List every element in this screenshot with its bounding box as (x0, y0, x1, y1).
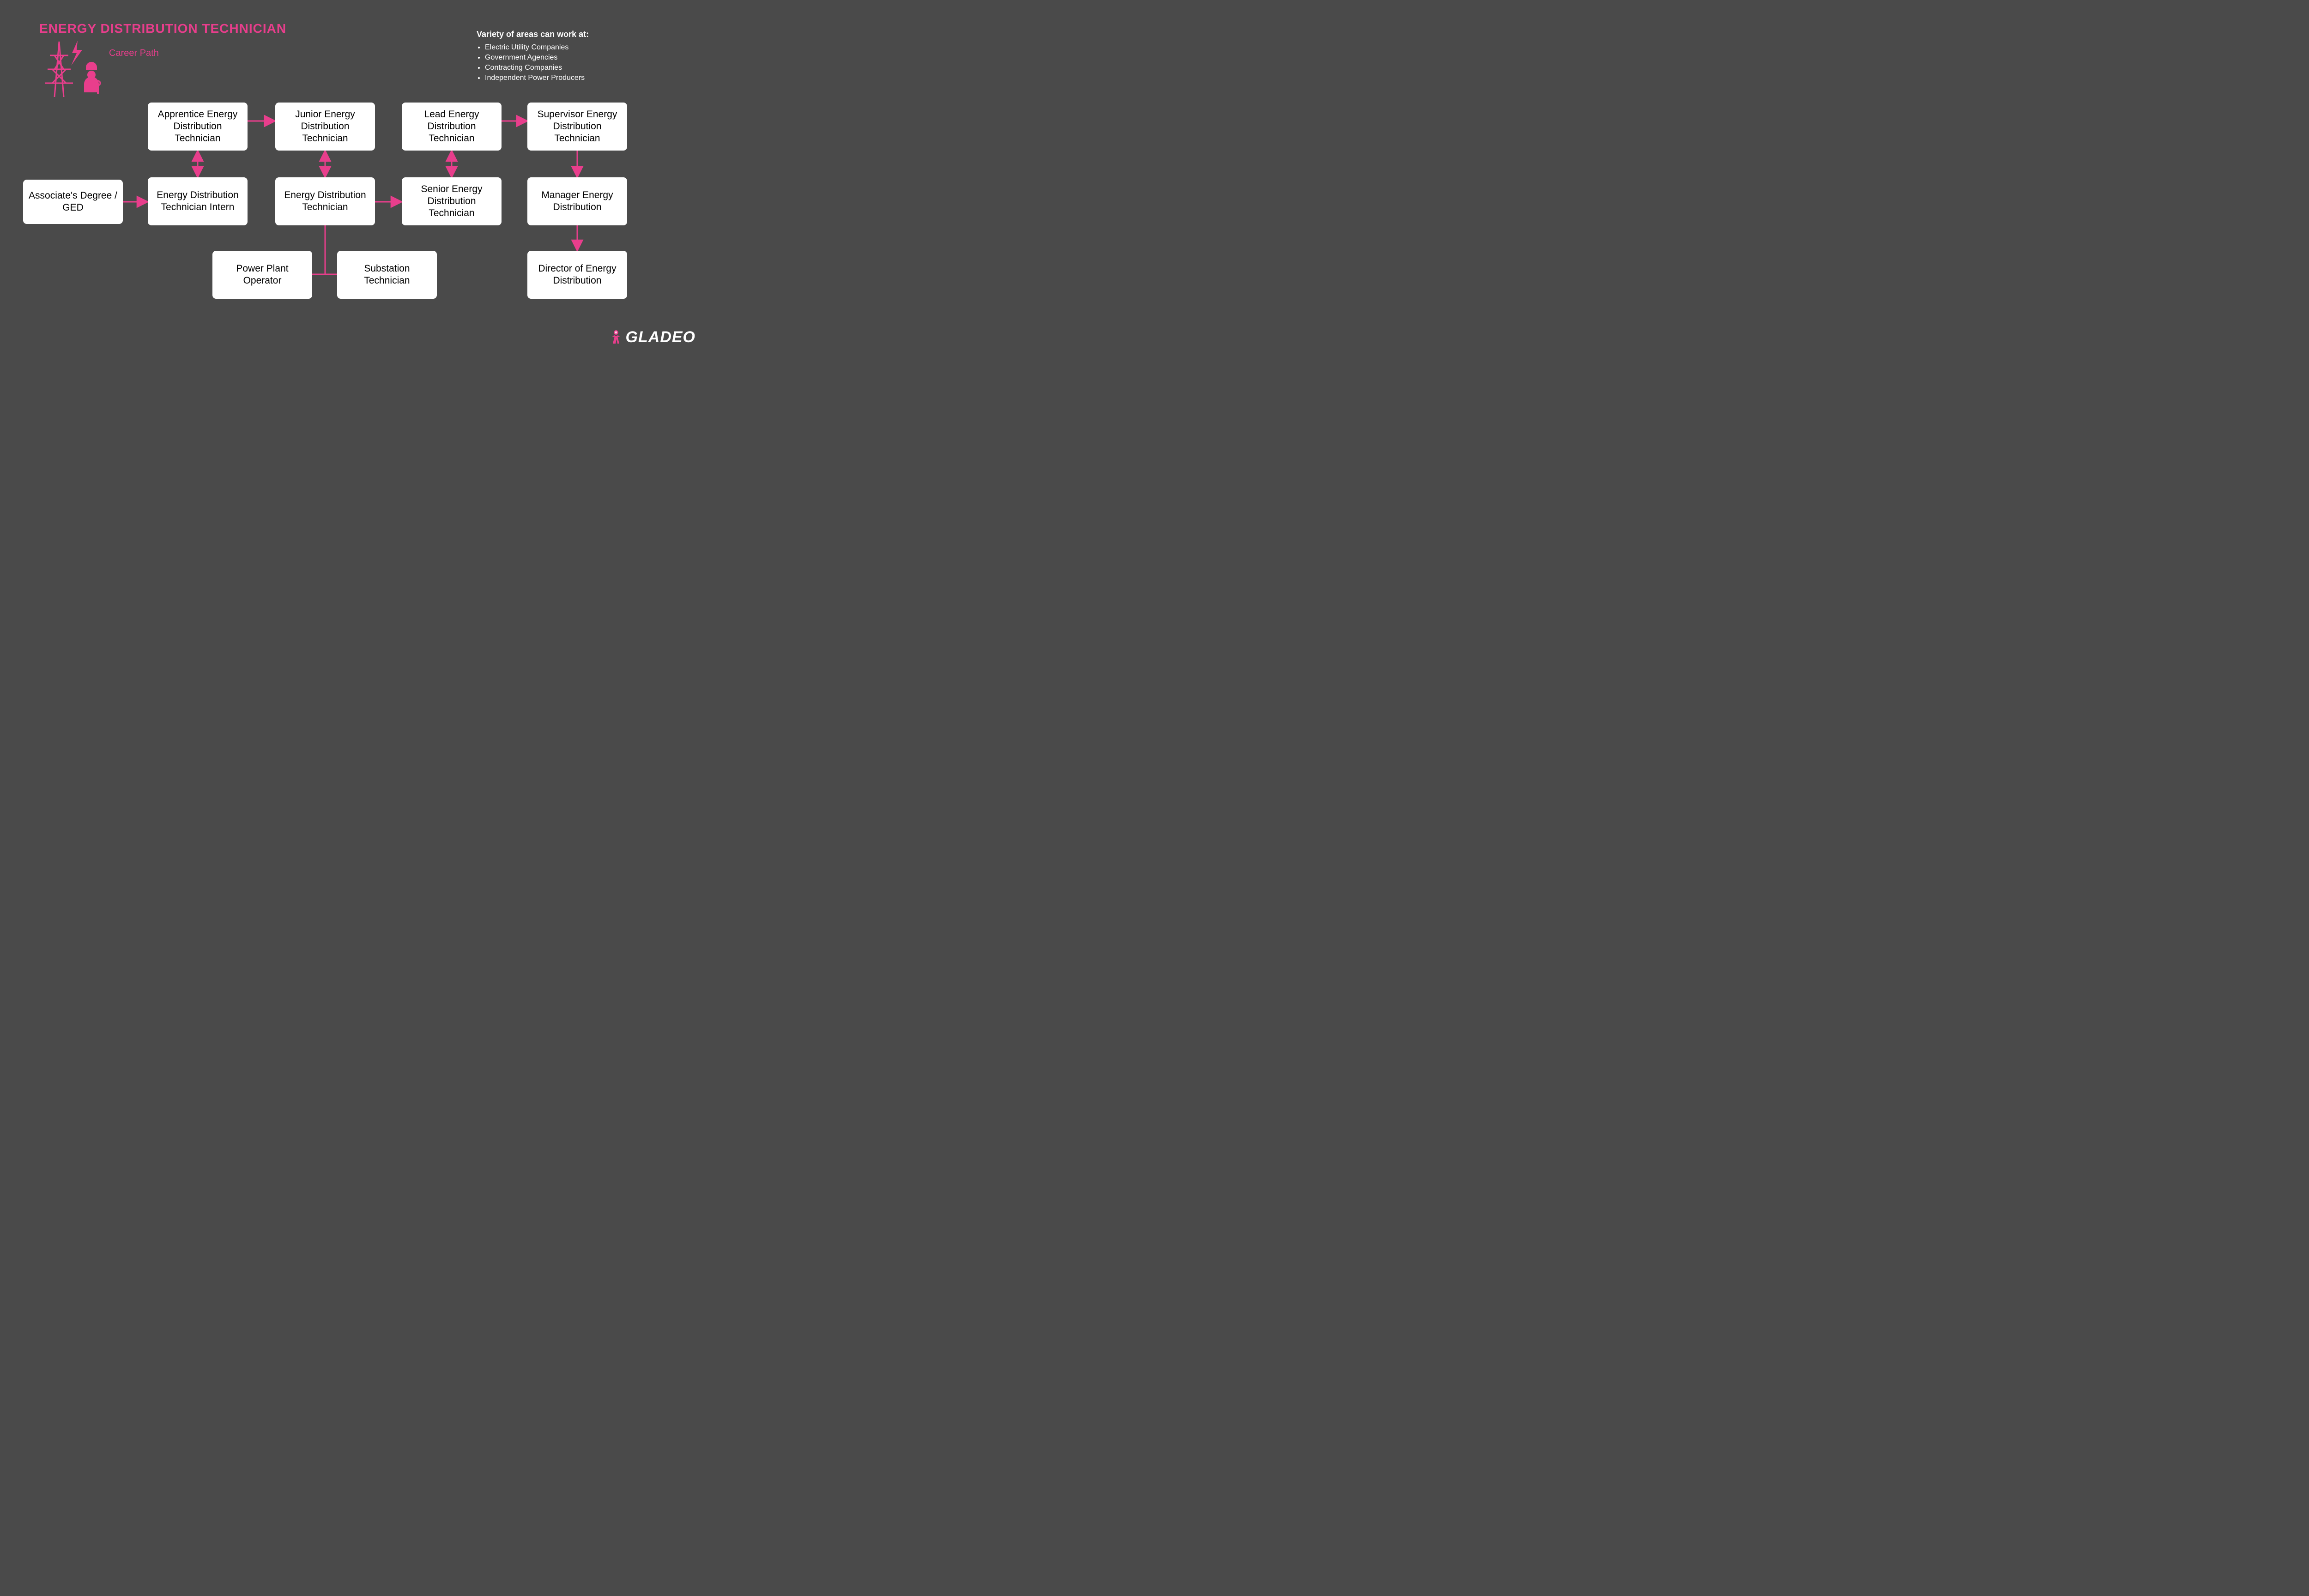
node-degree: Associate's Degree / GED (23, 180, 123, 224)
info-item: Contracting Companies (485, 64, 585, 72)
gladeo-icon: G (610, 330, 622, 345)
info-item: Independent Power Producers (485, 74, 585, 82)
node-power: Power Plant Operator (212, 251, 312, 299)
brand-name: GLADEO (626, 328, 695, 346)
subtitle: Career Path (109, 48, 159, 59)
node-intern: Energy Distribution Technician Intern (148, 177, 248, 225)
energy-worker-icon (41, 37, 105, 102)
brand-logo: G GLADEO (610, 328, 695, 346)
svg-text:G: G (615, 332, 617, 334)
node-senior: Senior Energy Distribution Technician (402, 177, 502, 225)
page-title: ENERGY DISTRIBUTION TECHNICIAN (39, 21, 286, 36)
info-item: Electric Utility Companies (485, 43, 585, 52)
info-title: Variety of areas can work at: (477, 30, 589, 39)
node-director: Director of Energy Distribution (527, 251, 627, 299)
node-apprentice: Apprentice Energy Distribution Technicia… (148, 103, 248, 151)
info-item: Government Agencies (485, 54, 585, 62)
info-list: Electric Utility Companies Government Ag… (477, 43, 585, 84)
node-manager: Manager Energy Distribution (527, 177, 627, 225)
node-lead: Lead Energy Distribution Technician (402, 103, 502, 151)
node-supervisor: Supervisor Energy Distribution Technicia… (527, 103, 627, 151)
node-edt: Energy Distribution Technician (275, 177, 375, 225)
node-junior: Junior Energy Distribution Technician (275, 103, 375, 151)
node-substation: Substation Technician (337, 251, 437, 299)
